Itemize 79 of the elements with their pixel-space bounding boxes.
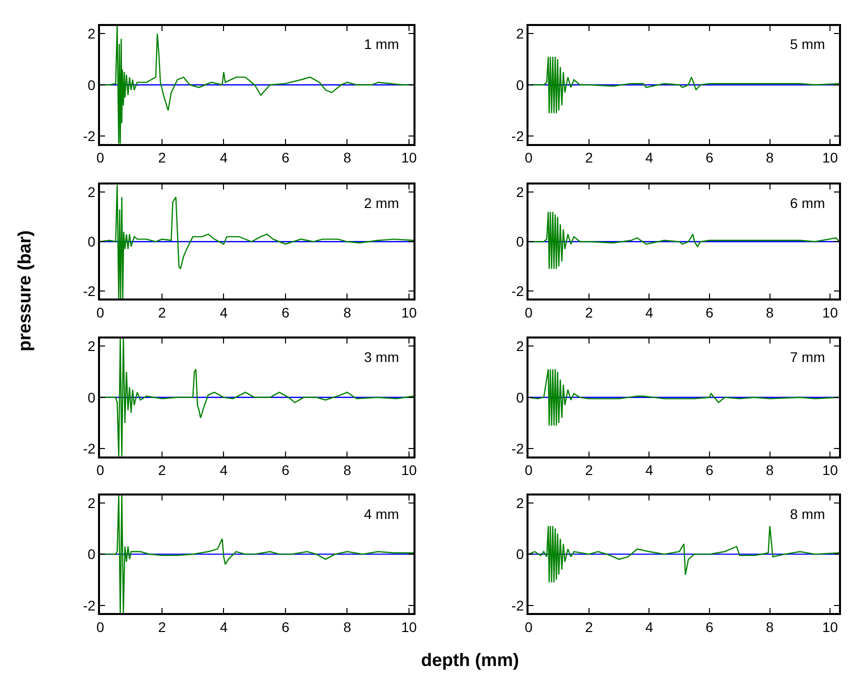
x-tick-label: 8: [766, 150, 774, 166]
x-tick-label: 10: [401, 618, 417, 635]
y-tick-label: 0: [88, 389, 96, 406]
x-tick-label: 6: [282, 150, 290, 166]
x-tick-label: 4: [220, 150, 228, 166]
x-tick-label: 2: [585, 462, 594, 478]
y-tick-label: 0: [516, 546, 524, 562]
x-tick-label: 8: [343, 304, 352, 320]
x-tick-label: 8: [766, 618, 774, 635]
x-tick-label: 10: [401, 304, 417, 320]
text: 8 mm: [790, 506, 825, 522]
text: 3 mm: [364, 349, 399, 365]
line-series: [100, 495, 414, 614]
y-tick-label: 2: [88, 338, 96, 354]
x-tick-label: 2: [158, 618, 166, 635]
x-axis-title: depth (mm): [421, 650, 519, 670]
x-tick-label: 2: [585, 618, 594, 635]
text: 5 mm: [790, 36, 825, 52]
y-tick-label: 0: [516, 389, 524, 406]
x-tick-label: 2: [158, 304, 166, 320]
y-axis-title: pressure (bar): [14, 230, 34, 352]
y-tick-label: 2: [88, 26, 96, 42]
y-tick-label: -2: [82, 597, 96, 614]
x-tick-label: 8: [766, 304, 774, 320]
x-tick-label: 2: [585, 304, 594, 320]
x-tick-label: 6: [706, 304, 714, 320]
x-tick-label: 6: [706, 618, 714, 635]
text: 6 mm: [790, 195, 825, 211]
y-tick-label: -2: [82, 283, 96, 300]
x-tick-label: 10: [822, 462, 838, 478]
x-tick-label: 4: [645, 304, 654, 320]
x-tick-label: 2: [585, 150, 594, 166]
x-tick-label: 6: [282, 304, 290, 320]
y-tick-label: -2: [511, 597, 524, 614]
x-tick-label: 2: [158, 150, 166, 166]
x-tick-label: 10: [401, 150, 417, 166]
text: 4 mm: [364, 506, 399, 522]
text: 2 mm: [364, 195, 399, 211]
x-tick-label: 4: [645, 618, 654, 635]
y-tick-label: -2: [511, 128, 524, 144]
y-tick-label: 2: [88, 184, 96, 200]
line-series: [528, 525, 840, 583]
x-tick-label: 10: [822, 304, 838, 320]
y-tick-label: -2: [511, 283, 524, 300]
y-tick-label: 0: [516, 234, 524, 250]
y-tick-label: 2: [516, 26, 524, 42]
y-tick-label: 2: [516, 338, 524, 354]
text: 1 mm: [364, 36, 399, 52]
y-tick-label: -2: [82, 128, 96, 144]
y-tick-label: 2: [516, 494, 524, 511]
x-tick-label: 4: [220, 462, 228, 478]
x-tick-label: 6: [282, 462, 290, 478]
x-tick-label: 6: [706, 150, 714, 166]
x-tick-label: 8: [343, 618, 352, 635]
line-series: [100, 26, 414, 144]
x-tick-label: 8: [343, 462, 352, 478]
x-tick-label: 4: [220, 618, 228, 635]
x-tick-label: 10: [822, 150, 838, 166]
y-tick-label: 0: [88, 234, 96, 250]
x-tick-label: 4: [645, 150, 654, 166]
y-tick-label: 0: [88, 76, 96, 93]
line-series: [100, 338, 414, 456]
x-tick-label: 2: [158, 462, 166, 478]
x-tick-label: 10: [822, 618, 838, 635]
y-tick-label: 0: [516, 76, 524, 93]
text: 7 mm: [790, 349, 825, 365]
x-tick-label: 8: [343, 150, 352, 166]
x-tick-label: 8: [766, 462, 774, 478]
line-series: [100, 184, 414, 299]
y-tick-label: 2: [88, 494, 96, 511]
y-tick-label: 0: [88, 546, 96, 562]
x-tick-label: 4: [220, 304, 228, 320]
y-tick-label: -2: [82, 440, 96, 457]
y-tick-label: 2: [516, 184, 524, 200]
x-tick-label: 6: [706, 462, 714, 478]
x-tick-label: 6: [282, 618, 290, 635]
y-tick-label: -2: [511, 440, 524, 457]
x-tick-label: 4: [645, 462, 654, 478]
x-tick-label: 10: [401, 462, 417, 478]
